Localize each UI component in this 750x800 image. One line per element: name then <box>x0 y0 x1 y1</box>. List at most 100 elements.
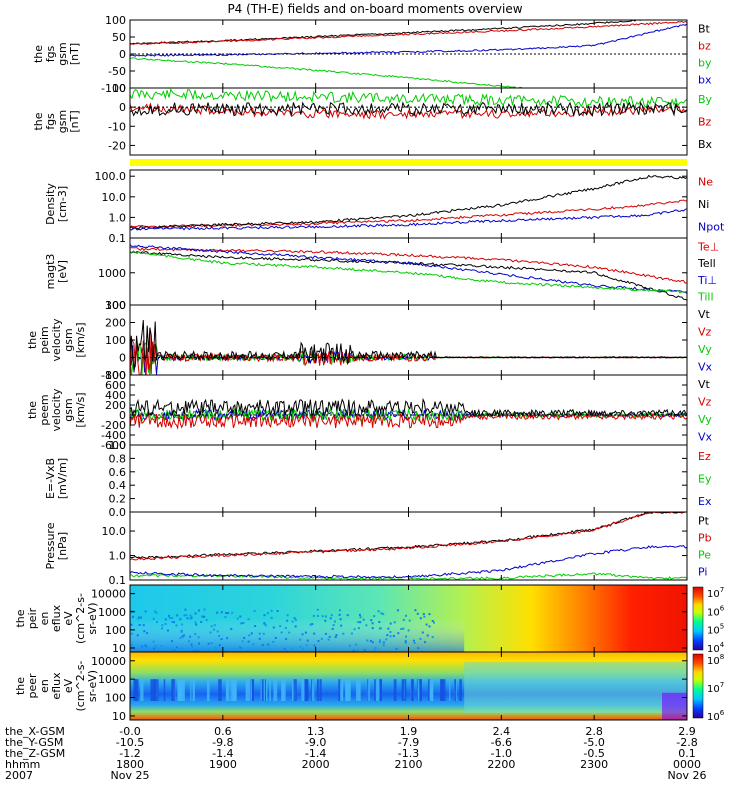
legend-green: Ey <box>698 473 712 486</box>
spectrogram-pixel <box>280 631 283 634</box>
spectrogram-pixel <box>329 617 332 620</box>
spectrogram-pixel <box>333 620 336 623</box>
spectrogram-pixel <box>141 645 143 648</box>
colorbar-tick-exponent: 7 <box>720 586 724 594</box>
spectrogram-pixel <box>417 647 420 650</box>
spectrogram-pixel <box>313 644 316 647</box>
temperature-plot <box>130 244 687 301</box>
colorbar-tick-base: 10 <box>707 644 720 655</box>
spectrogram-pixel <box>335 634 338 637</box>
series-line-black <box>130 174 687 230</box>
spectrogram-pixel <box>252 643 255 646</box>
colorbar-tick-base: 10 <box>707 589 720 600</box>
series-line-blue <box>130 244 687 294</box>
spectrogram-pixel <box>239 615 242 618</box>
spectrogram-pixel <box>294 618 297 621</box>
spectrogram-pixel <box>142 624 145 627</box>
colorbar-tick-label: 107 <box>707 681 724 695</box>
spectrogram-pixel <box>164 618 167 621</box>
spectrogram-pixel <box>209 631 212 634</box>
y-tick-label: 1.0 <box>109 550 127 563</box>
spectrogram-stripe <box>319 679 322 701</box>
legend-red: Vz <box>698 395 712 408</box>
y-tick-label: -200 <box>101 419 126 432</box>
y-tick-label: -400 <box>101 429 126 442</box>
colorbar-tick-base: 10 <box>707 656 720 667</box>
spectrogram-stripe <box>250 679 254 701</box>
spectrogram-pixel <box>136 634 139 637</box>
colorbar-tick-base: 10 <box>707 626 720 637</box>
spectrogram-pixel <box>279 625 282 628</box>
y-tick-label: 100 <box>105 624 126 637</box>
spectrogram-pixel <box>389 622 392 625</box>
spectrogram-pixel <box>382 644 385 647</box>
spectrogram-stripe <box>417 679 420 701</box>
y-tick-label: 0.1 <box>109 232 127 245</box>
spectrogram-pixel <box>389 631 392 633</box>
spectrogram-pixel <box>393 621 396 624</box>
y-axis-label: en <box>38 679 51 693</box>
fgs_wave-plot <box>130 88 687 120</box>
spectrogram-stripe <box>316 679 319 701</box>
spectrogram-pixel <box>357 621 360 624</box>
spectrogram-pixel <box>184 608 187 611</box>
spectrogram-pixel <box>131 644 134 647</box>
y-tick-label: 10000 <box>91 588 126 601</box>
spectrogram-pixel <box>252 649 255 652</box>
spectrogram-pixel <box>290 647 293 650</box>
y-tick-label: -50 <box>108 65 126 78</box>
spectrogram-pixel <box>220 638 223 641</box>
spectrogram-stripe <box>134 679 139 701</box>
spectrogram-pixel <box>213 628 216 631</box>
spectrogram-stripe <box>252 679 254 701</box>
spectrogram-pixel <box>227 612 230 615</box>
legend-red: Pb <box>698 532 712 545</box>
spectrogram-pixel <box>272 626 275 629</box>
y-axis-label: E=-VxB <box>44 458 57 499</box>
spectrogram-stripe <box>177 679 182 701</box>
y-tick-label: 100.0 <box>95 170 127 183</box>
spectrogram-pixel <box>359 621 362 624</box>
y-axis-label: the <box>14 609 27 627</box>
spectrogram-pixel <box>402 627 405 630</box>
panel-density: Ne Ni Npot 100.0 10.0 1.0 0.1 Density [cm-3] <box>44 169 725 245</box>
spectrogram-pixel <box>356 649 359 652</box>
spectrogram-stripe <box>281 679 285 701</box>
spectrogram-pixel <box>167 629 169 632</box>
spectrogram-pixel <box>357 627 360 630</box>
spectrogram-stripe <box>305 679 309 701</box>
y-tick-label: 200 <box>105 317 126 330</box>
peim_velocity-plot <box>130 320 687 375</box>
y-tick-label: 400 <box>105 389 126 402</box>
x-axis-value: -6.6 <box>491 736 512 749</box>
x-axis-value: -5.0 <box>583 736 604 749</box>
y-tick-label: 100 <box>105 299 126 312</box>
spectrogram-pixel <box>312 614 315 617</box>
spectrogram-pixel <box>316 608 319 611</box>
y-axis-label: Density <box>44 183 57 225</box>
y-tick-label: 100 <box>105 692 126 705</box>
spectrogram-pixel <box>179 636 182 639</box>
colorbar <box>692 586 704 651</box>
series-line-blue <box>130 208 687 231</box>
colorbar-tick-exponent: 4 <box>720 641 725 649</box>
colorbar-tick-exponent: 6 <box>720 709 725 717</box>
x-axis-value: -1.0 <box>491 747 512 760</box>
spectrogram-pixel <box>425 623 428 626</box>
colorbar-tick-label: 104 <box>707 641 725 655</box>
y-tick-label: 0 <box>119 409 126 422</box>
spectrogram-pixel <box>138 616 140 619</box>
y-axis-label: (cm^2-s- <box>74 661 87 712</box>
spectrogram-pixel <box>317 640 320 642</box>
spectrogram-pixel <box>189 614 192 617</box>
spectrogram-pixel <box>204 650 207 652</box>
spectrogram-pixel <box>334 636 337 638</box>
legend-red: Bz <box>698 116 712 129</box>
colorbar-tick-base: 10 <box>707 684 720 695</box>
pressure-frame <box>129 511 688 581</box>
spectrogram-stripe <box>269 679 271 701</box>
spectrogram-pixel <box>152 617 155 620</box>
x-axis-value: 2.8 <box>585 725 603 738</box>
spectrogram-pixel <box>339 618 342 621</box>
spectrogram-pixel <box>173 649 176 652</box>
